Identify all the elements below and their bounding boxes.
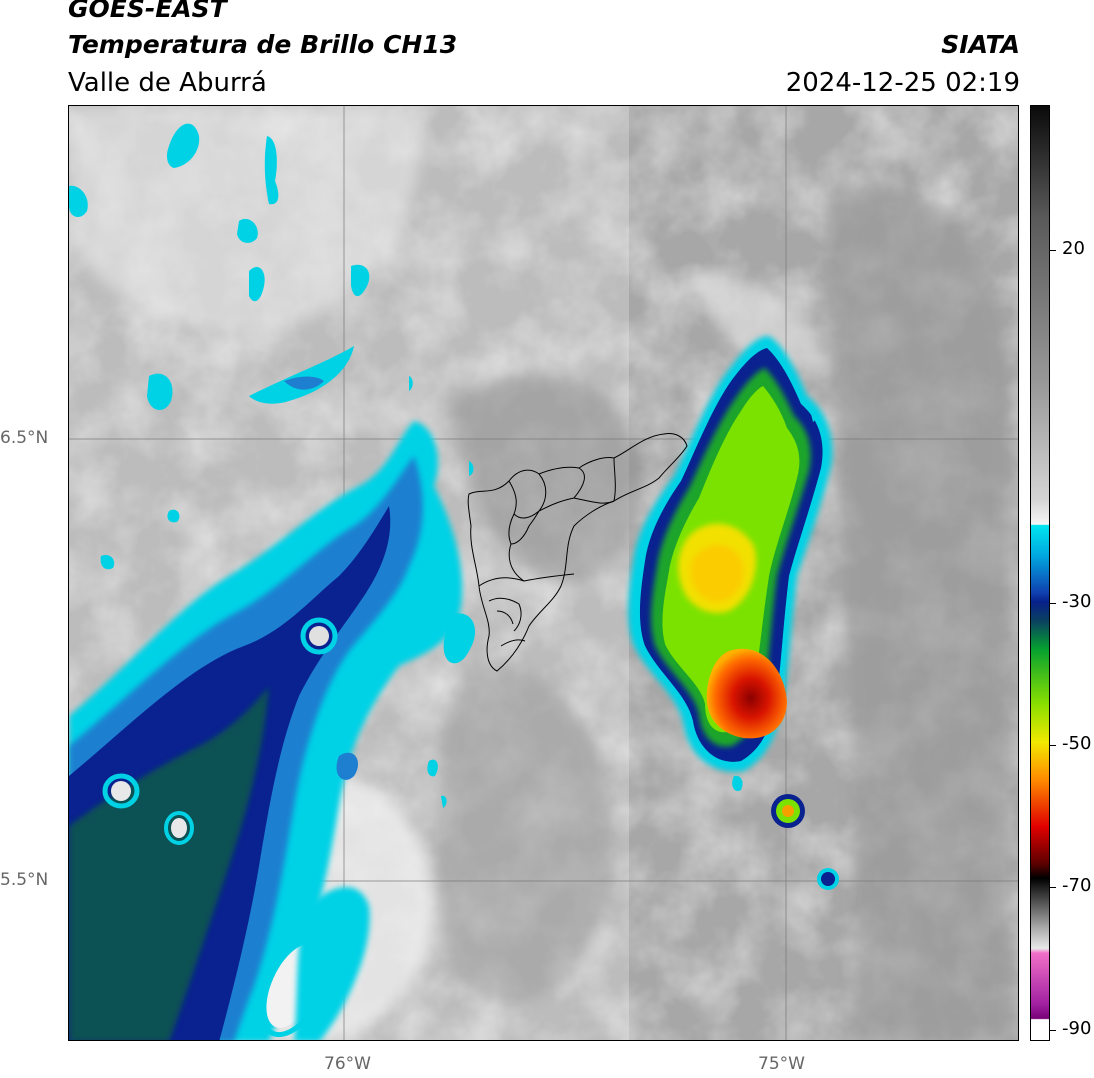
region-subtitle: Valle de Aburrá [68,68,267,98]
colorbar-label-20: 20 [1062,238,1085,259]
colorbar-tick [1050,603,1056,604]
lon-label-75: 75°W [758,1054,805,1074]
colorbar-label-minus90: -90 [1062,1018,1092,1039]
temperature-colorbar [1030,105,1050,1041]
product-title: Temperatura de Brillo CH13 [68,30,458,59]
satellite-title: GOES-EAST [68,0,227,23]
lat-label-5-5: 5.5°N [0,870,49,890]
lat-label-6-5: 6.5°N [0,428,49,448]
northwest-cloud-cells [69,123,474,808]
agency-title: SIATA [941,30,1020,59]
colorbar-label-minus70: -70 [1062,875,1092,896]
brightness-temperature-field [69,106,1018,1040]
storm-red-core [706,648,787,739]
datetime-label: 2024-12-25 02:19 [785,68,1020,98]
colorbar-tick [1050,745,1056,746]
satellite-map [68,105,1019,1041]
convective-storm-cell [628,336,839,890]
colorbar-label-minus30: -30 [1062,591,1092,612]
aburra-valley-boundaries [467,433,688,672]
colorbar-label-minus50: -50 [1062,733,1092,754]
colorbar-tick [1050,1030,1056,1031]
colorbar-tick [1050,250,1056,251]
western-cloud-band [69,421,476,1040]
colorbar-tick [1050,887,1056,888]
lon-label-76: 76°W [324,1054,371,1074]
